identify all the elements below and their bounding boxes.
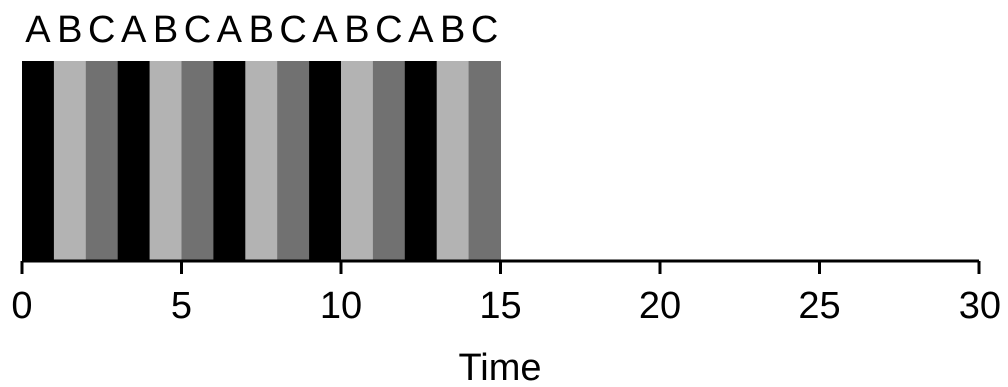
segment-a-4 — [117, 61, 151, 261]
segment-letter-11: B — [344, 9, 369, 51]
segment-b-2 — [53, 61, 87, 261]
segment-letter-13: A — [408, 9, 434, 51]
segment-letter-3: C — [88, 9, 115, 51]
segment-b-11 — [341, 61, 374, 261]
tick-label-10: 10 — [320, 285, 362, 327]
tick-label-0: 0 — [11, 285, 32, 327]
segment-b-8 — [245, 61, 278, 261]
segments-layer — [22, 61, 501, 261]
tick-label-30: 30 — [959, 285, 1001, 327]
segment-a-13 — [404, 61, 438, 261]
segment-c-6 — [181, 61, 214, 261]
segment-a-10 — [309, 61, 342, 261]
segment-letter-9: C — [279, 9, 306, 51]
segment-letter-15: C — [471, 9, 498, 51]
segment-c-9 — [277, 61, 310, 261]
segment-letter-8: B — [249, 9, 274, 51]
time-axis-ticks: 0 5 10 15 20 25 30 — [11, 261, 1001, 327]
segment-letter-14: B — [440, 9, 465, 51]
segment-letter-10: A — [312, 9, 338, 51]
segment-letter-7: A — [217, 9, 243, 51]
tick-label-20: 20 — [639, 285, 681, 327]
segment-a-7 — [213, 61, 246, 261]
tick-label-15: 15 — [479, 285, 521, 327]
segment-letter-12: C — [375, 9, 402, 51]
segment-c-15 — [468, 61, 501, 261]
x-axis-label: Time — [458, 347, 541, 387]
segment-letter-2: B — [57, 9, 82, 51]
segment-letter-5: B — [153, 9, 178, 51]
tick-label-25: 25 — [798, 285, 840, 327]
segment-c-3 — [85, 61, 119, 261]
segment-letter-4: A — [121, 9, 147, 51]
segment-a-1 — [22, 61, 55, 261]
segment-letter-1: A — [25, 9, 51, 51]
segment-b-5 — [149, 61, 182, 261]
segment-c-12 — [372, 61, 406, 261]
segment-letter-6: C — [184, 9, 211, 51]
segment-b-14 — [436, 61, 470, 261]
tick-label-5: 5 — [171, 285, 192, 327]
